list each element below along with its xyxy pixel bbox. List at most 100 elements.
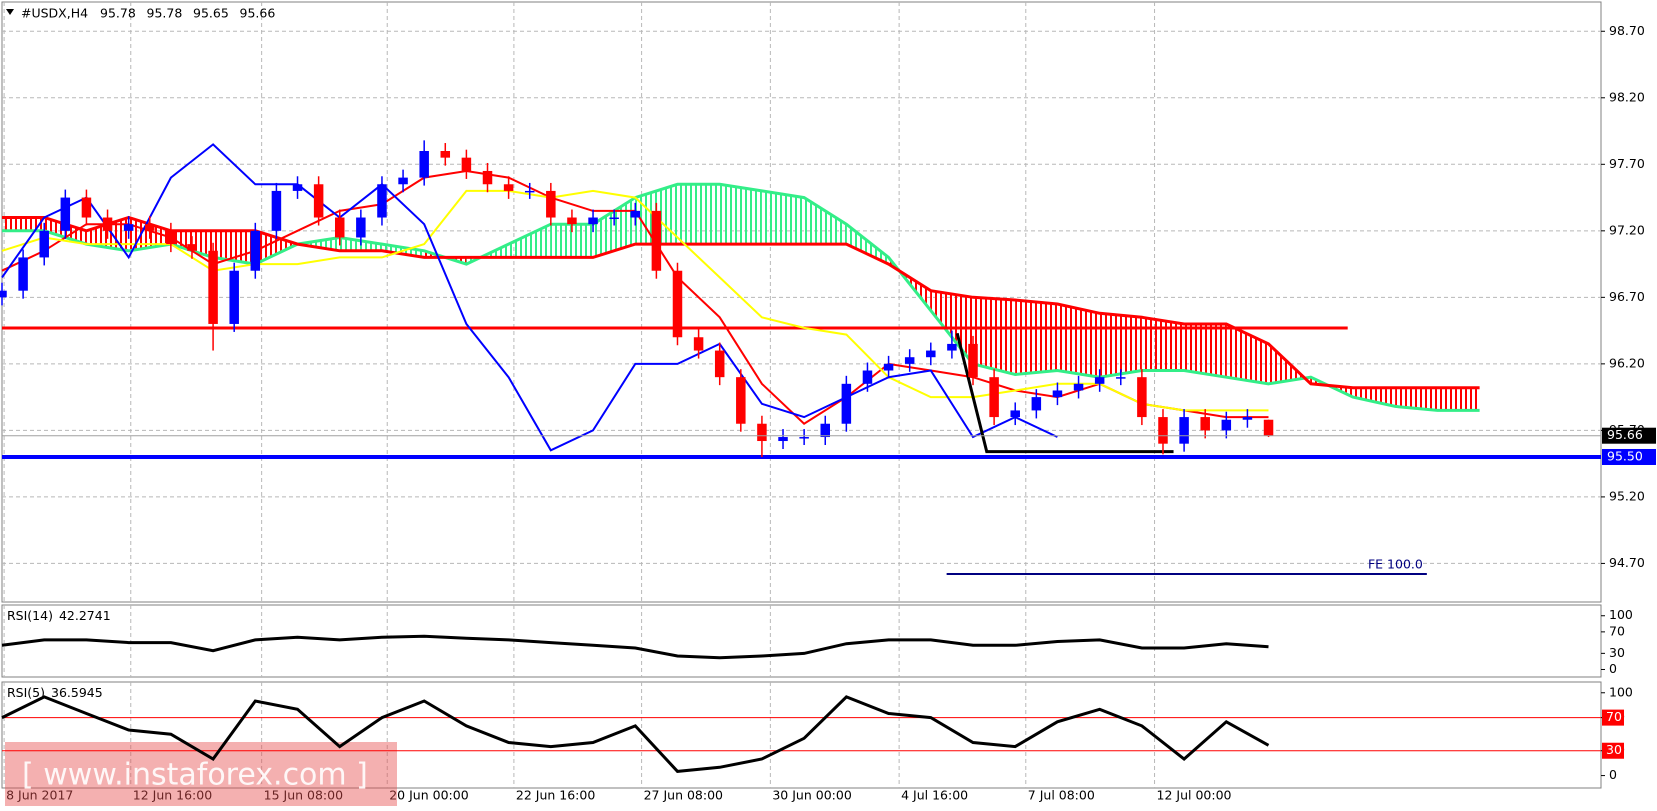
candle-body bbox=[334, 217, 345, 238]
candle-body bbox=[609, 217, 619, 220]
candle-body bbox=[841, 383, 852, 424]
last-price-label: 95.66 bbox=[1607, 427, 1643, 442]
candle-body bbox=[1158, 417, 1168, 444]
candle-body bbox=[904, 357, 915, 364]
cloud-segment bbox=[719, 184, 762, 245]
y-tick-label: 97.70 bbox=[1609, 156, 1645, 171]
candle-body bbox=[630, 210, 641, 218]
candle-body bbox=[1137, 377, 1147, 418]
candle-body bbox=[1263, 419, 1274, 436]
candle-body bbox=[208, 250, 218, 324]
indicator-text: 36.5945 bbox=[51, 685, 103, 700]
candle-body bbox=[1010, 410, 1020, 418]
candle-body bbox=[377, 184, 387, 218]
rsi-line bbox=[1, 695, 1270, 773]
cloud-segment bbox=[550, 224, 594, 258]
candle-body bbox=[419, 151, 429, 178]
candle-body bbox=[926, 350, 936, 358]
ohlc-value: 95.78 bbox=[147, 6, 183, 21]
candle-body bbox=[356, 217, 366, 238]
cloud-segment bbox=[761, 190, 805, 245]
cloud-segment bbox=[213, 230, 256, 265]
candle-body bbox=[166, 230, 176, 245]
candle-body bbox=[883, 363, 894, 371]
candle-body bbox=[0, 290, 7, 298]
y-tick-label: 100 bbox=[1609, 607, 1633, 622]
ohlc-value: 95.78 bbox=[100, 6, 136, 21]
x-tick-label: 22 Jun 16:00 bbox=[516, 788, 595, 803]
cloud-segment bbox=[1015, 300, 1058, 375]
candle-body bbox=[820, 423, 830, 438]
candle-body bbox=[145, 224, 155, 231]
cloud-segment bbox=[255, 230, 298, 265]
candle-body bbox=[799, 437, 809, 439]
level-box bbox=[1602, 742, 1624, 759]
y-tick-label: 96.20 bbox=[1609, 355, 1645, 370]
level-box bbox=[1602, 709, 1624, 726]
candle-body bbox=[81, 197, 92, 218]
indicator-text: RSI(5) bbox=[7, 685, 45, 700]
candle-body bbox=[398, 177, 408, 185]
cloud-segment bbox=[1057, 303, 1100, 378]
support-label: 95.50 bbox=[1607, 448, 1643, 463]
candle-body bbox=[1242, 417, 1253, 420]
level-label: 70 bbox=[1606, 709, 1622, 724]
fe-label: FE 100.0 bbox=[1368, 557, 1423, 572]
cloud-segment bbox=[508, 224, 551, 258]
indicator-line bbox=[1, 143, 1058, 452]
cloud-segment bbox=[1437, 387, 1480, 411]
x-tick-label: 30 Jun 00:00 bbox=[772, 788, 851, 803]
candle-body bbox=[482, 170, 493, 185]
candle-body bbox=[651, 210, 662, 271]
candle-body bbox=[1052, 390, 1063, 398]
level-label: 30 bbox=[1606, 742, 1622, 757]
candle-body bbox=[524, 190, 535, 193]
candle-body bbox=[60, 197, 71, 231]
ohlc-value: 95.65 bbox=[193, 6, 229, 21]
y-tick-label: 95.20 bbox=[1609, 488, 1645, 503]
x-tick-label: 8 Jun 2017 bbox=[6, 788, 73, 803]
candle-body bbox=[18, 257, 28, 291]
span-a-line bbox=[2, 182, 1480, 412]
y-tick-label: 30 bbox=[1609, 645, 1625, 660]
candle-body bbox=[778, 437, 788, 442]
candle-body bbox=[123, 224, 134, 231]
candle-body bbox=[947, 343, 957, 351]
candle-body bbox=[1073, 383, 1084, 391]
y-tick-label: 98.70 bbox=[1609, 23, 1645, 38]
indicator-title: RSI(5) 36.5945 bbox=[7, 685, 103, 700]
trend-line bbox=[955, 332, 1174, 454]
candle-body bbox=[187, 244, 197, 251]
x-tick-label: 20 Jun 00:00 bbox=[389, 788, 468, 803]
cloud-segment bbox=[1099, 313, 1142, 378]
candle-body bbox=[39, 230, 49, 258]
candle-body bbox=[757, 423, 767, 442]
candle-body bbox=[1094, 377, 1105, 384]
x-tick-label: 12 Jul 00:00 bbox=[1157, 788, 1232, 803]
x-tick-label: 7 Jul 08:00 bbox=[1028, 788, 1095, 803]
candle-body bbox=[250, 230, 261, 271]
cloud-segment bbox=[1184, 323, 1227, 378]
candle-body bbox=[271, 190, 282, 231]
cloud-segment bbox=[1141, 317, 1185, 371]
candle-body bbox=[693, 337, 704, 351]
y-tick-label: 98.20 bbox=[1609, 89, 1645, 104]
indicator-text: RSI(14) bbox=[7, 608, 53, 623]
x-tick-label: 15 Jun 08:00 bbox=[264, 788, 343, 803]
candle-body bbox=[968, 343, 978, 378]
candle-body bbox=[503, 184, 514, 191]
indicator-text: 42.2741 bbox=[59, 608, 111, 623]
candle-body bbox=[672, 270, 683, 338]
candle-body bbox=[862, 370, 873, 384]
rsi14-panel bbox=[1, 604, 1602, 678]
candle-body bbox=[567, 217, 577, 225]
candle-body bbox=[546, 190, 556, 218]
candle-body bbox=[1179, 417, 1189, 444]
candle-body bbox=[229, 270, 239, 324]
cloud-segment bbox=[1352, 387, 1396, 407]
candle-body bbox=[292, 184, 303, 191]
rsi5-panel bbox=[1, 681, 1602, 789]
candle-body bbox=[461, 157, 472, 171]
cloud-segment bbox=[804, 197, 847, 245]
candle-body bbox=[1116, 377, 1126, 379]
